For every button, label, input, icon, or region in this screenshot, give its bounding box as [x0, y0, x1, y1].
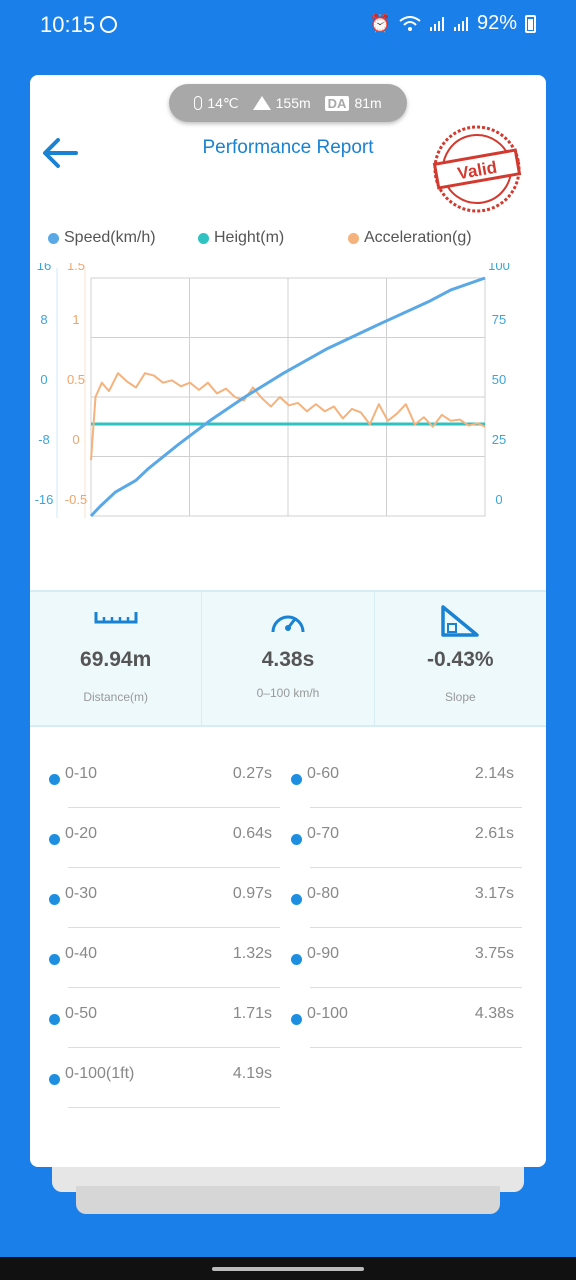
temperature: 14℃: [194, 94, 239, 112]
speedometer-icon: [271, 615, 305, 633]
stat-slope-label: Slope: [444, 690, 476, 704]
legend-height: Height(m): [198, 229, 348, 247]
split-item: 0-40 1.32s: [30, 925, 280, 988]
legend-acceleration-dot: [348, 232, 359, 244]
altitude-value: 155m: [275, 95, 311, 111]
bullet-icon: [49, 1014, 60, 1025]
split-item: 0-20 0.64s: [30, 805, 280, 868]
signal-roaming-icon: [453, 16, 468, 31]
chart-tick-left-inner: 1.5: [67, 263, 85, 273]
bullet-icon: [49, 774, 60, 785]
split-item: 0-70 2.61s: [272, 805, 522, 868]
weather-conditions: 14℃ 155m DA 81m: [169, 84, 407, 122]
split-item: 0-60 2.14s: [272, 745, 522, 808]
stat-slope: -0.43% Slope: [373, 592, 546, 725]
battery-percent: 92%: [476, 12, 517, 34]
page-title: Performance Report: [202, 137, 374, 158]
stat-distance: 69.94m Distance(m): [30, 592, 201, 725]
chart-line-speed: [89, 276, 486, 518]
bullet-icon: [291, 954, 302, 965]
stat-distance-value: 69.94m: [80, 648, 152, 671]
chart-tick-left-outer: -16: [35, 492, 54, 507]
status-bar: 10:15 ⏰ 92%: [0, 0, 576, 48]
report-card: 14℃ 155m DA 81m Performance Report Valid…: [30, 75, 546, 1167]
chart-tick-left-inner: 1: [72, 312, 79, 327]
legend-speed: Speed(km/h): [48, 229, 198, 247]
ruler-icon: [94, 612, 138, 624]
legend-speed-label: Speed(km/h): [64, 229, 156, 246]
chart-legend: Speed(km/h) Height(m) Acceleration(g): [48, 229, 472, 247]
status-time: 10:15: [40, 12, 96, 37]
bullet-icon: [49, 1074, 60, 1085]
stat-time-value: 4.38s: [261, 648, 315, 671]
chart-tick-left-inner: -0.5: [65, 492, 87, 507]
performance-chart: 16 8 0 -8 -16 1.5 1 0.5 0 -0.5 100 75 50 25 0: [35, 263, 510, 518]
bullet-icon: [291, 774, 302, 785]
stat-slope-value: -0.43%: [427, 648, 494, 671]
legend-speed-dot: [48, 232, 59, 244]
stat-time-label: 0–100 km/h: [256, 686, 320, 700]
chart-tick-left-inner: 0: [72, 432, 79, 447]
sync-icon: [100, 16, 117, 33]
card-stack-shadow-2: [76, 1186, 500, 1214]
battery-icon: [525, 14, 536, 33]
altitude: 155m: [252, 95, 311, 111]
chart-tick-right: 25: [492, 432, 506, 447]
thermometer-icon: [194, 96, 203, 110]
legend-height-label: Height(m): [214, 229, 285, 246]
back-arrow-icon[interactable]: [40, 135, 80, 171]
density-altitude-value: 81m: [354, 95, 382, 111]
chart-tick-left-outer: 0: [40, 372, 47, 387]
chart-tick-left-outer: 8: [40, 312, 47, 327]
valid-stamp: Valid: [432, 125, 522, 213]
status-icons: ⏰ 92%: [370, 12, 536, 35]
stats-strip: 69.94m Distance(m) 4.38s 0–100 km/h -: [30, 590, 546, 727]
stat-time: 4.38s 0–100 km/h: [201, 592, 373, 725]
chart-tick-right: 100: [488, 263, 510, 273]
split-item: 0-10 0.27s: [30, 745, 280, 808]
bullet-icon: [49, 954, 60, 965]
split-item: 0-50 1.71s: [30, 985, 280, 1048]
chart-tick-right: 50: [492, 372, 506, 387]
alarm-icon: ⏰: [369, 13, 391, 33]
chart-line-acceleration: [90, 372, 486, 461]
split-item: 0-100 4.38s: [272, 985, 522, 1048]
split-item: 0-90 3.75s: [272, 925, 522, 988]
chart-tick-right: 0: [495, 492, 502, 507]
signal-icon: [429, 16, 444, 31]
chart-tick-left-outer: -8: [38, 432, 50, 447]
mountain-icon: [252, 96, 271, 110]
stat-distance-label: Distance(m): [83, 690, 148, 704]
density-altitude: DA 81m: [324, 95, 382, 111]
slope-icon: [441, 605, 480, 637]
temperature-value: 14℃: [207, 94, 239, 111]
legend-acceleration-label: Acceleration(g): [364, 229, 472, 246]
bullet-icon: [291, 1014, 302, 1025]
split-item: 0-80 3.17s: [272, 865, 522, 928]
chart-tick-left-inner: 0.5: [67, 372, 85, 387]
chart-tick-left-outer: 16: [37, 263, 51, 273]
bullet-icon: [49, 894, 60, 905]
legend-height-dot: [198, 232, 209, 244]
bullet-icon: [291, 894, 302, 905]
chart-tick-right: 75: [492, 312, 506, 327]
legend-acceleration: Acceleration(g): [348, 229, 472, 247]
navigation-bar: [0, 1257, 576, 1280]
split-item: 0-100(1ft) 4.19s: [30, 1045, 280, 1108]
bullet-icon: [291, 834, 302, 845]
density-altitude-icon: DA: [324, 95, 350, 111]
bullet-icon: [49, 834, 60, 845]
home-handle[interactable]: [212, 1267, 364, 1271]
split-item: 0-30 0.97s: [30, 865, 280, 928]
wifi-icon: [399, 15, 421, 31]
